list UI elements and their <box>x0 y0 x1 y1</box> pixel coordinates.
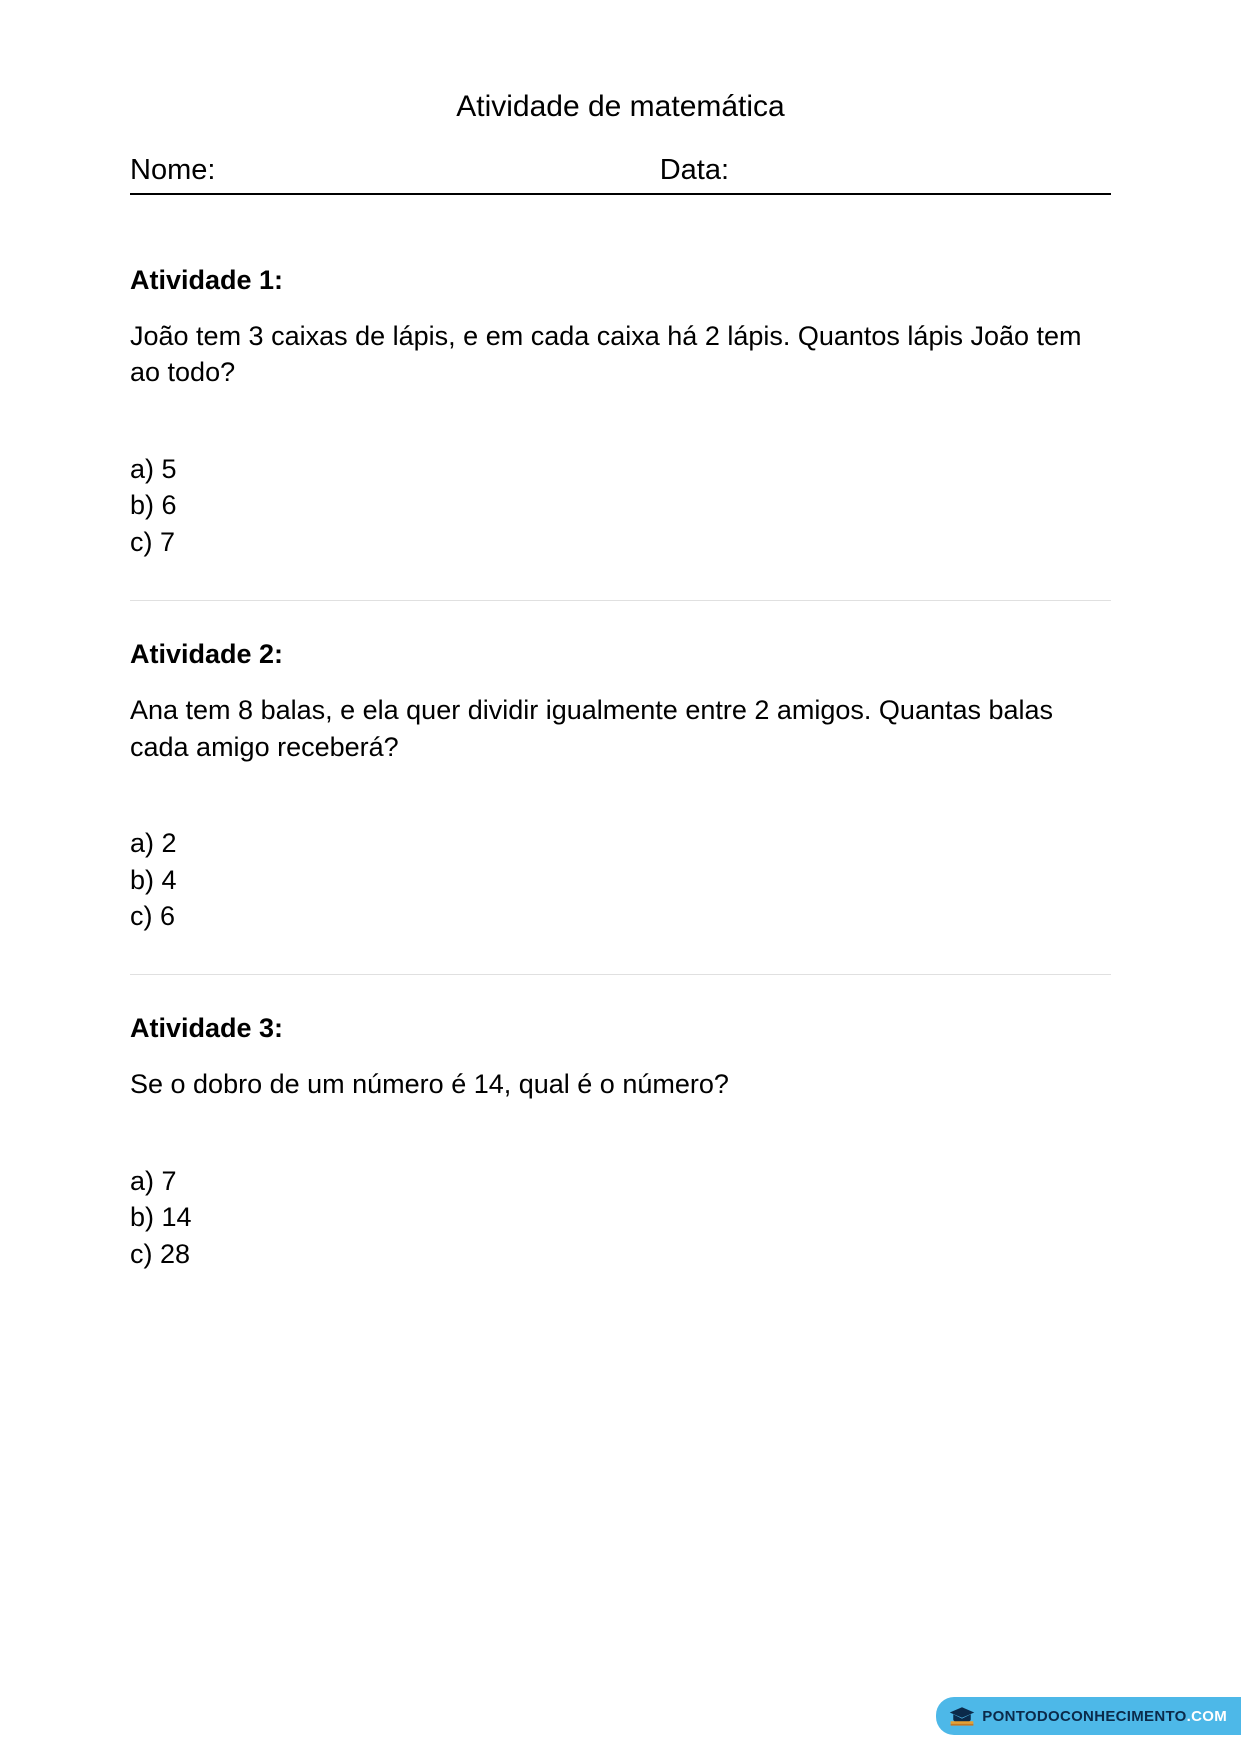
activity-3-options: a) 7 b) 14 c) 28 <box>130 1163 1111 1272</box>
watermark-text: PONTODOCONHECIMENTO.COM <box>982 1708 1227 1725</box>
activity-3-question: Se o dobro de um número é 14, qual é o n… <box>130 1066 1111 1102</box>
activity-1-title: Atividade 1: <box>130 265 1111 296</box>
activity-3-option-a: a) 7 <box>130 1163 1111 1199</box>
graduation-cap-icon <box>948 1705 976 1727</box>
activity-1-option-c: c) 7 <box>130 524 1111 560</box>
activity-1-option-b: b) 6 <box>130 487 1111 523</box>
header-row: Nome: Data: <box>130 154 1111 195</box>
divider-2 <box>130 974 1111 975</box>
activity-2-question: Ana tem 8 balas, e ela quer dividir igua… <box>130 692 1111 765</box>
activity-3-option-b: b) 14 <box>130 1199 1111 1235</box>
activity-2-option-b: b) 4 <box>130 862 1111 898</box>
activity-3-option-c: c) 28 <box>130 1236 1111 1272</box>
watermark-text-main: PONTODOCONHECIMENTO <box>982 1708 1186 1725</box>
worksheet-page: Atividade de matemática Nome: Data: Ativ… <box>0 0 1241 1272</box>
activity-3-title: Atividade 3: <box>130 1013 1111 1044</box>
activity-2: Atividade 2: Ana tem 8 balas, e ela quer… <box>130 639 1111 934</box>
date-label: Data: <box>660 154 729 187</box>
activity-2-title: Atividade 2: <box>130 639 1111 670</box>
page-title: Atividade de matemática <box>130 90 1111 124</box>
activity-1-question: João tem 3 caixas de lápis, e em cada ca… <box>130 318 1111 391</box>
name-label: Nome: <box>130 154 660 187</box>
activity-3: Atividade 3: Se o dobro de um número é 1… <box>130 1013 1111 1272</box>
activity-2-option-a: a) 2 <box>130 825 1111 861</box>
watermark-text-suffix: .COM <box>1187 1708 1227 1725</box>
divider-1 <box>130 600 1111 601</box>
activity-2-option-c: c) 6 <box>130 898 1111 934</box>
watermark-badge: PONTODOCONHECIMENTO.COM <box>936 1697 1241 1735</box>
activity-1-options: a) 5 b) 6 c) 7 <box>130 451 1111 560</box>
activity-1-option-a: a) 5 <box>130 451 1111 487</box>
activity-1: Atividade 1: João tem 3 caixas de lápis,… <box>130 265 1111 560</box>
activity-2-options: a) 2 b) 4 c) 6 <box>130 825 1111 934</box>
